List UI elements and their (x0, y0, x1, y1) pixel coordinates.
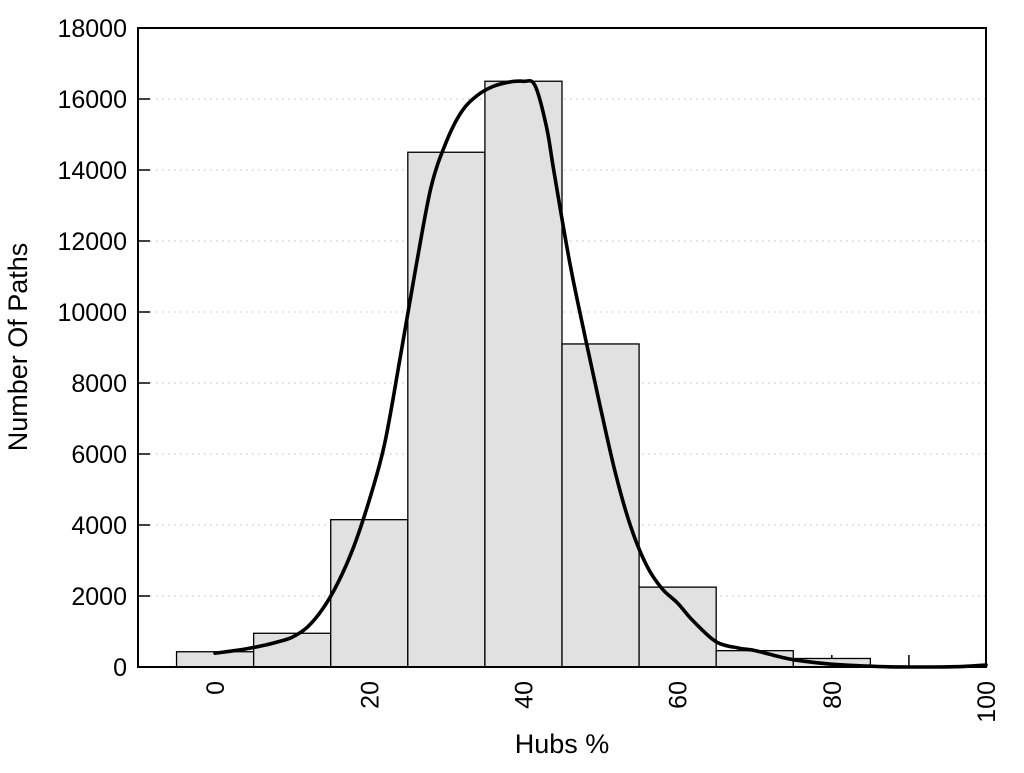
x-tick-label: 40 (510, 681, 538, 709)
y-axis-label: Number Of Paths (3, 243, 33, 452)
tick-labels-layer: 0 2000 4000 6000 8000 10000 12000 14000 16000 180… (57, 15, 1001, 723)
histogram-bars-layer (175, 80, 872, 668)
y-tick-label: 4000 (71, 512, 127, 540)
histogram-bar (561, 343, 640, 668)
x-tick-label: 80 (819, 681, 847, 709)
plot-border-layer (137, 27, 987, 668)
x-axis-label: Hubs % (515, 729, 610, 759)
x-tick-label: 0 (202, 681, 230, 695)
y-tick-label: 12000 (57, 228, 127, 256)
y-tick-label: 16000 (57, 86, 127, 114)
y-tick-label: 14000 (57, 157, 127, 185)
x-tick-label: 20 (356, 681, 384, 709)
density-curve-layer (213, 78, 988, 669)
y-tick-label: 0 (113, 654, 127, 682)
x-tick-label: 100 (973, 681, 1001, 723)
y-tick-label: 10000 (57, 299, 127, 327)
y-tick-label: 8000 (71, 370, 127, 398)
y-tick-label: 18000 (57, 15, 127, 43)
histogram-bar (484, 80, 563, 668)
plot-border (137, 27, 987, 668)
histogram-bar (407, 151, 486, 668)
histogram-bar (638, 586, 717, 668)
y-tick-label: 6000 (71, 441, 127, 469)
density-curve (213, 78, 988, 669)
histogram-bar (330, 519, 409, 668)
x-tick-label: 60 (665, 681, 693, 709)
y-tick-label: 2000 (71, 583, 127, 611)
